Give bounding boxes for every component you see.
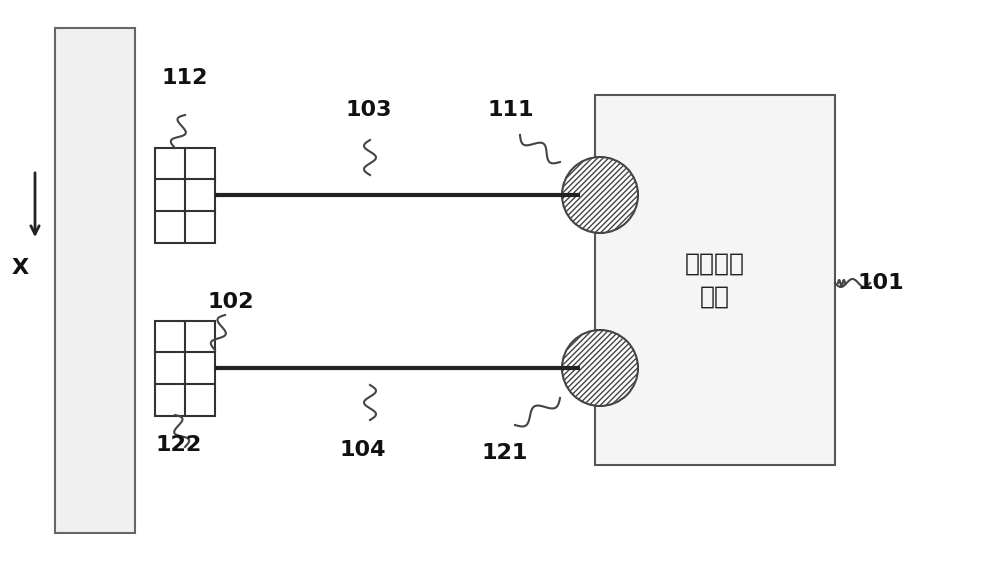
Bar	[55, 28, 135, 533]
Bar	[595, 95, 835, 465]
Text: 122: 122	[155, 435, 201, 455]
Text: 112: 112	[162, 68, 208, 88]
Circle shape	[562, 157, 638, 233]
Bar	[155, 320, 215, 416]
Circle shape	[562, 330, 638, 406]
Text: 101: 101	[858, 273, 905, 293]
Bar	[155, 148, 215, 242]
Text: 电子控制
单元: 电子控制 单元	[685, 251, 745, 309]
Text: X: X	[11, 258, 29, 278]
Text: 111: 111	[488, 100, 534, 120]
Text: 121: 121	[482, 443, 528, 463]
Text: 103: 103	[345, 100, 392, 120]
Text: 102: 102	[208, 292, 254, 312]
Text: 104: 104	[340, 440, 386, 460]
